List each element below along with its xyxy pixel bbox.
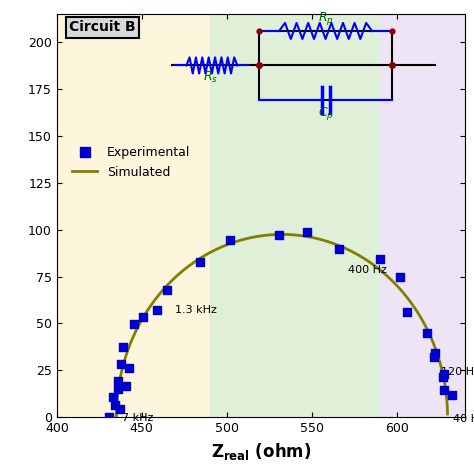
Point <box>119 343 127 351</box>
Bar <box>380 14 465 417</box>
Point <box>423 329 431 337</box>
Point <box>376 255 384 262</box>
Point <box>105 413 112 420</box>
Point <box>440 370 448 378</box>
Point <box>125 364 133 372</box>
Text: 1.3 kHz: 1.3 kHz <box>175 304 217 315</box>
Text: 7 kHz: 7 kHz <box>122 413 154 423</box>
Point <box>139 313 146 320</box>
Point <box>196 258 203 266</box>
Point <box>430 353 438 360</box>
Point <box>336 245 343 252</box>
Bar <box>57 14 210 417</box>
Point <box>303 228 310 236</box>
Point <box>439 374 447 381</box>
Bar <box>210 14 380 417</box>
Text: 400 Hz: 400 Hz <box>348 265 387 275</box>
Point <box>122 383 129 390</box>
Point <box>396 273 403 280</box>
Point <box>112 401 119 409</box>
Text: Circuit B: Circuit B <box>69 20 136 34</box>
Point <box>448 391 456 398</box>
Point <box>130 320 138 328</box>
Point <box>114 385 122 393</box>
Point <box>403 308 410 316</box>
Point <box>116 405 124 413</box>
Legend: Experimental, Simulated: Experimental, Simulated <box>67 141 196 183</box>
Point <box>227 236 234 244</box>
Point <box>114 377 122 384</box>
Point <box>163 286 171 294</box>
Point <box>109 393 116 401</box>
Point <box>153 306 161 313</box>
Point <box>432 349 439 357</box>
Text: 40 Hz: 40 Hz <box>453 414 474 424</box>
Text: 120 Hz: 120 Hz <box>441 367 474 377</box>
X-axis label: $\mathbf{Z_{real}}$ (ohm): $\mathbf{Z_{real}}$ (ohm) <box>210 440 311 462</box>
Point <box>118 361 125 368</box>
Point <box>440 386 447 394</box>
Point <box>275 232 283 239</box>
